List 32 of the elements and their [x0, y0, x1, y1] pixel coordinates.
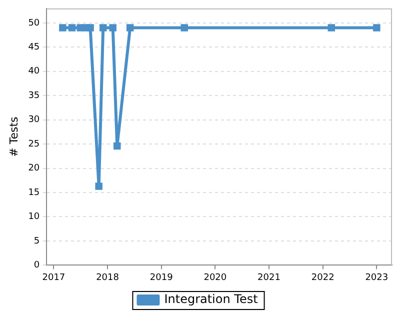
point [180, 24, 188, 32]
x-tick-label: 2018 [96, 272, 120, 283]
point [109, 24, 116, 32]
point [76, 24, 84, 32]
y-tick-label: 15 [28, 188, 40, 198]
y-axis-title: # Tests [7, 116, 20, 157]
x-tick-label: 2020 [204, 272, 227, 283]
point [373, 24, 380, 32]
y-tick-label: 50 [28, 18, 40, 28]
y-tick-label: 5 [34, 236, 40, 246]
y-tick-label: 10 [28, 212, 40, 222]
point [126, 24, 134, 32]
y-tick-label: 25 [28, 139, 40, 150]
y-tick-label: 30 [28, 115, 40, 126]
x-tick-label: 2023 [365, 272, 388, 283]
y-tick-label: 0 [34, 260, 40, 271]
x-tick-label: 2022 [311, 272, 334, 283]
y-tick-label: 20 [28, 164, 40, 174]
point [328, 24, 336, 32]
point [95, 182, 102, 190]
x-tick-label: 2021 [258, 272, 280, 283]
y-tick-label: 35 [28, 90, 40, 101]
point [86, 24, 94, 32]
point [59, 24, 66, 32]
x-tick-label: 2017 [42, 272, 66, 283]
point [99, 24, 107, 32]
point [68, 24, 76, 32]
y-tick-label: 45 [28, 42, 40, 53]
x-tick-label: 2019 [150, 272, 174, 283]
point [114, 142, 121, 150]
y-tick-label: 40 [28, 66, 40, 77]
legend-label: Integration Test [164, 292, 258, 306]
